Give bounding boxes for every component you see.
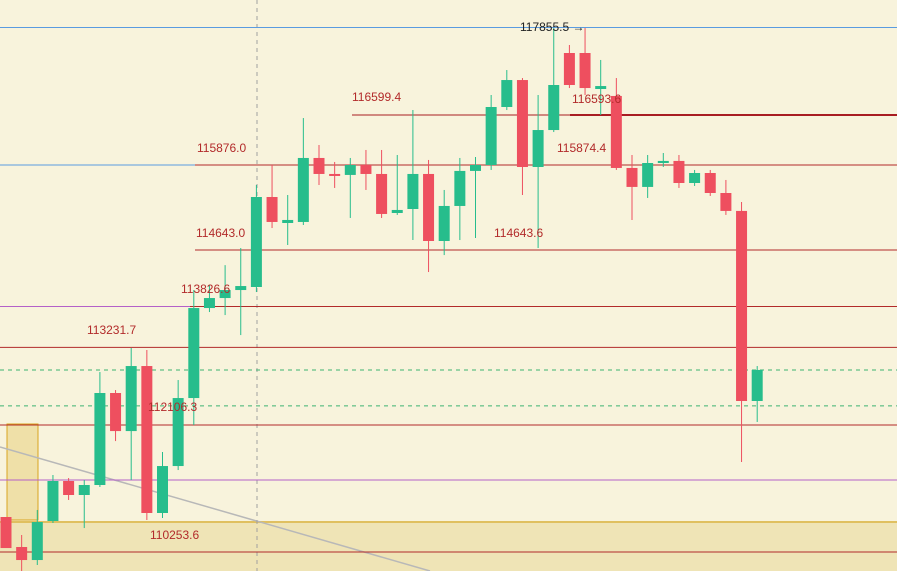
price-label: 113826.6 (181, 282, 230, 296)
candle-body (610, 95, 622, 168)
candle-body (642, 163, 654, 187)
candle-body (297, 157, 309, 222)
candle-body (736, 210, 748, 401)
candle-body (689, 173, 701, 183)
price-label: 110253.6 (150, 528, 199, 542)
candle-body (344, 165, 356, 175)
candle-body (501, 80, 513, 107)
candle-body (0, 517, 12, 549)
candle-body (407, 173, 419, 209)
candle-body (125, 366, 137, 432)
candle-body (266, 197, 278, 222)
candle-body (329, 173, 341, 176)
candle-body (157, 466, 168, 513)
candle-body (548, 85, 560, 131)
candle-body (31, 522, 43, 561)
candle-body (78, 485, 90, 495)
candle-body (391, 209, 403, 213)
candle-body (172, 398, 184, 467)
candle-body (720, 193, 732, 211)
price-label: 115876.0 (197, 141, 246, 155)
candle-body (438, 205, 450, 241)
candle-body (313, 157, 325, 174)
candle-body (16, 547, 28, 561)
candle-body (235, 286, 247, 291)
price-label: 114643.6 (494, 226, 543, 240)
candle-body (47, 481, 59, 521)
candle-body (704, 173, 716, 193)
candle-body (219, 290, 231, 299)
trend-line (0, 446, 431, 571)
candle-body (282, 219, 294, 223)
candle-body (63, 481, 75, 495)
candle-body (110, 393, 122, 432)
box (6, 423, 39, 521)
price-label: 112106.3 (148, 400, 197, 414)
candle-body (657, 160, 669, 163)
price-label: 115874.4 (557, 141, 606, 155)
candle-body (454, 170, 466, 206)
candle-body (188, 308, 200, 399)
price-label: 117855.5 → (520, 20, 585, 34)
candle-body (532, 130, 544, 167)
price-label: 113231.7 (87, 323, 136, 337)
candle-body (250, 197, 262, 287)
candle-body (595, 86, 607, 89)
candle-body (94, 393, 106, 485)
candle-body (470, 165, 481, 171)
candle-body (203, 298, 215, 309)
price-label: 116593.6 (572, 92, 621, 106)
candle-body (360, 165, 372, 174)
candle-body (563, 53, 575, 85)
candle-body (751, 369, 763, 401)
candle-body (579, 53, 591, 89)
zone (0, 522, 897, 571)
candle-body (485, 107, 497, 165)
candle-body (376, 173, 388, 214)
price-label: 116599.4 (352, 90, 401, 104)
price-label: 114643.0 (196, 226, 245, 240)
candle-body (673, 160, 685, 183)
candle-body (516, 80, 528, 167)
candle-body (423, 173, 435, 241)
candle-body (141, 366, 153, 513)
candle-body (626, 167, 638, 187)
